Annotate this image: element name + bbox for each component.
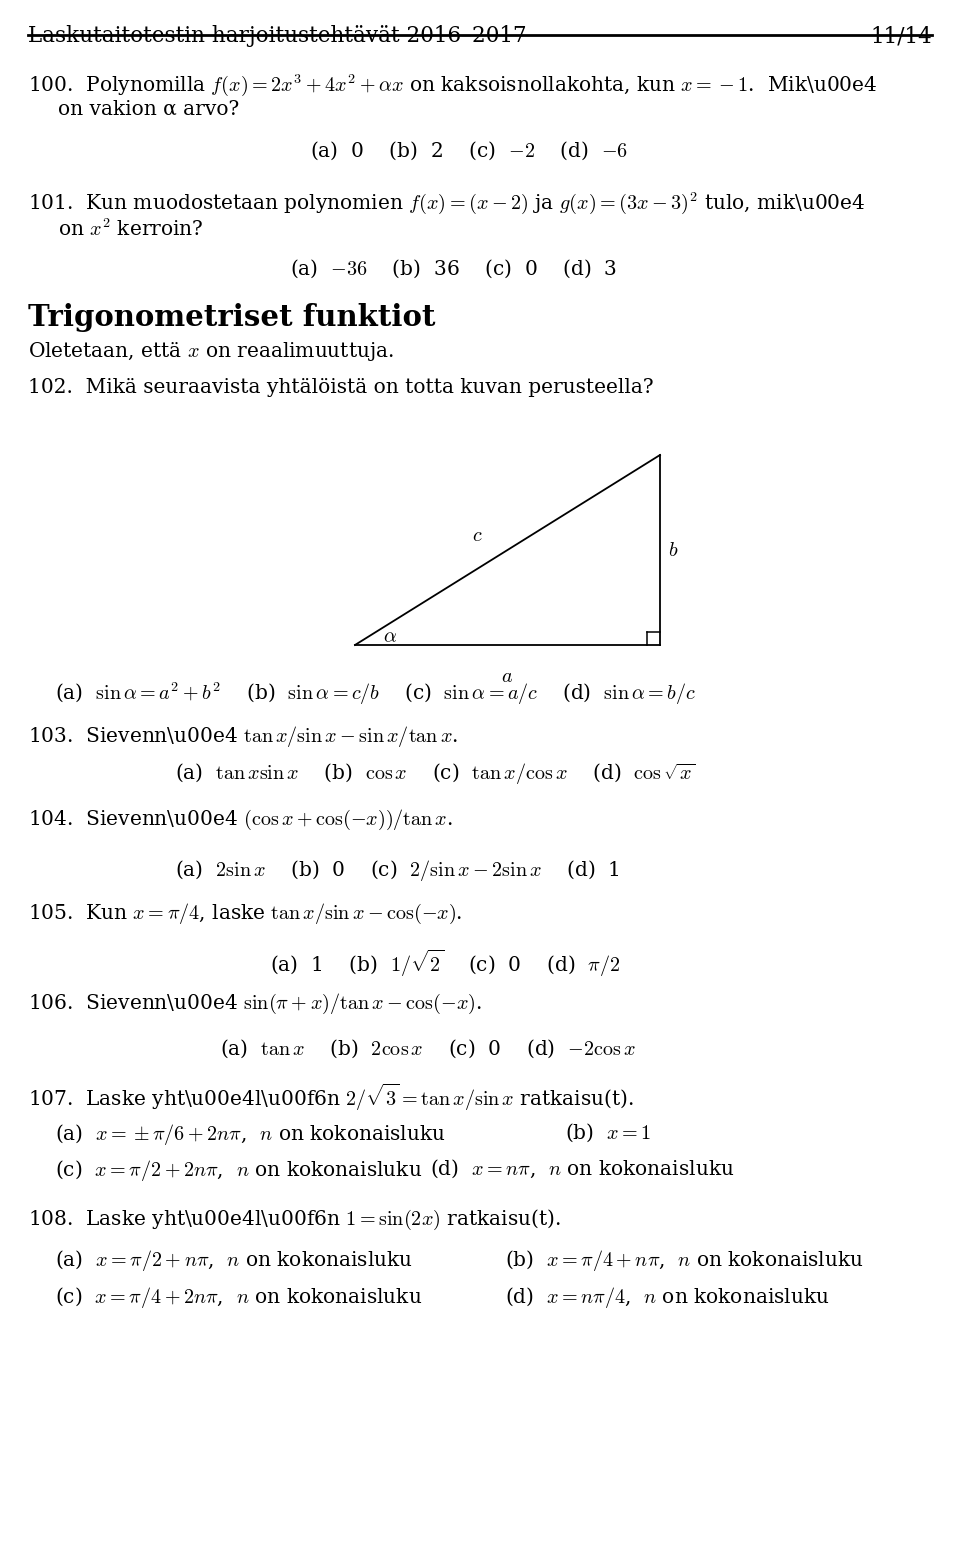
Text: (a)  0    (b)  2    (c)  $-2$    (d)  $-6$: (a) 0 (b) 2 (c) $-2$ (d) $-6$: [310, 140, 628, 162]
Text: 100.  Polynomilla $f(x) = 2x^3 + 4x^2 + \alpha x$ on kaksoisnollakohta, kun $x =: 100. Polynomilla $f(x) = 2x^3 + 4x^2 + \…: [28, 72, 877, 98]
Text: (a)  $x = \pi/2 + n\pi$,  $n$ on kokonaisluku: (a) $x = \pi/2 + n\pi$, $n$ on kokonaisl…: [55, 1248, 413, 1273]
Text: Oletetaan, että $x$ on reaalimuuttuja.: Oletetaan, että $x$ on reaalimuuttuja.: [28, 341, 394, 363]
Text: (a)  $\sin\alpha = a^2 + b^2$    (b)  $\sin\alpha = c/b$    (c)  $\sin\alpha = a: (a) $\sin\alpha = a^2 + b^2$ (b) $\sin\a…: [55, 680, 696, 706]
Text: (c)  $x = \pi/2 + 2n\pi$,  $n$ on kokonaisluku: (c) $x = \pi/2 + 2n\pi$, $n$ on kokonais…: [55, 1158, 422, 1183]
Text: 106.  Sievenn\u00e4 $\sin(\pi + x) / \tan x - \cos(-x)$.: 106. Sievenn\u00e4 $\sin(\pi + x) / \tan…: [28, 993, 482, 1016]
Text: 101.  Kun muodostetaan polynomien $f(x) = (x - 2)$ ja $g(x) = (3x - 3)^2$ tulo, : 101. Kun muodostetaan polynomien $f(x) =…: [28, 190, 865, 216]
Text: (a)  1    (b)  $1/\sqrt{2}$    (c)  0    (d)  $\pi/2$: (a) 1 (b) $1/\sqrt{2}$ (c) 0 (d) $\pi/2$: [270, 948, 620, 979]
Text: (a)  $x = \pm\pi/6 + 2n\pi$,  $n$ on kokonaisluku: (a) $x = \pm\pi/6 + 2n\pi$, $n$ on kokon…: [55, 1122, 445, 1147]
Text: (a)  $-36$    (b)  36    (c)  0    (d)  3: (a) $-36$ (b) 36 (c) 0 (d) 3: [290, 258, 617, 280]
Text: (a)  $2\sin x$    (b)  0    (c)  $2/\sin x - 2\sin x$    (d)  1: (a) $2\sin x$ (b) 0 (c) $2/\sin x - 2\si…: [175, 857, 620, 882]
Text: $a$: $a$: [501, 668, 514, 686]
Text: 104.  Sievenn\u00e4 $(\cos x + \cos(-x)) / \tan x$.: 104. Sievenn\u00e4 $(\cos x + \cos(-x)) …: [28, 808, 453, 832]
Text: (b)  $x = 1$: (b) $x = 1$: [565, 1122, 651, 1144]
Text: Laskutaitotestin harjoitustehtävät 2016–2017: Laskutaitotestin harjoitustehtävät 2016–…: [28, 25, 527, 47]
Text: (d)  $x = n\pi/4$,  $n$ on kokonaisluku: (d) $x = n\pi/4$, $n$ on kokonaisluku: [505, 1285, 829, 1310]
Text: 103.  Sievenn\u00e4 $\tan x / \sin x - \sin x / \tan x$.: 103. Sievenn\u00e4 $\tan x / \sin x - \s…: [28, 724, 458, 748]
Text: 108.  Laske yht\u00e4l\u00f6n $1 = \sin(2x)$ ratkaisu(t).: 108. Laske yht\u00e4l\u00f6n $1 = \sin(2…: [28, 1207, 561, 1232]
Text: 105.  Kun $x = \pi/4$, laske $\tan x / \sin x - \cos(-x)$.: 105. Kun $x = \pi/4$, laske $\tan x / \s…: [28, 902, 463, 926]
Text: 11/14: 11/14: [871, 25, 932, 47]
Text: (a)  $\tan x$    (b)  $2\cos x$    (c)  0    (d)  $-2\cos x$: (a) $\tan x$ (b) $2\cos x$ (c) 0 (d) $-2…: [220, 1038, 636, 1061]
Text: $c$: $c$: [472, 526, 483, 545]
Text: (d)  $x = n\pi$,  $n$ on kokonaisluku: (d) $x = n\pi$, $n$ on kokonaisluku: [430, 1158, 734, 1181]
Text: (a)  $\tan x\sin x$    (b)  $\cos x$    (c)  $\tan x / \cos x$    (d)  $\cos\sqr: (a) $\tan x\sin x$ (b) $\cos x$ (c) $\ta…: [175, 762, 695, 787]
Text: (b)  $x = \pi/4 + n\pi$,  $n$ on kokonaisluku: (b) $x = \pi/4 + n\pi$, $n$ on kokonaisl…: [505, 1248, 864, 1273]
Text: on vakion α arvo?: on vakion α arvo?: [58, 100, 239, 118]
Text: on $x^2$ kerroin?: on $x^2$ kerroin?: [58, 218, 204, 240]
Text: $\alpha$: $\alpha$: [383, 627, 397, 646]
Text: $b$: $b$: [668, 540, 679, 560]
Text: 107.  Laske yht\u00e4l\u00f6n $2/\sqrt{3} = \tan x / \sin x$ ratkaisu(t).: 107. Laske yht\u00e4l\u00f6n $2/\sqrt{3}…: [28, 1081, 634, 1113]
Text: Trigonometriset funktiot: Trigonometriset funktiot: [28, 303, 436, 331]
Text: 102.  Mikä seuraavista yhtälöistä on totta kuvan perusteella?: 102. Mikä seuraavista yhtälöistä on tott…: [28, 378, 654, 397]
Text: (c)  $x = \pi/4 + 2n\pi$,  $n$ on kokonaisluku: (c) $x = \pi/4 + 2n\pi$, $n$ on kokonais…: [55, 1285, 422, 1310]
